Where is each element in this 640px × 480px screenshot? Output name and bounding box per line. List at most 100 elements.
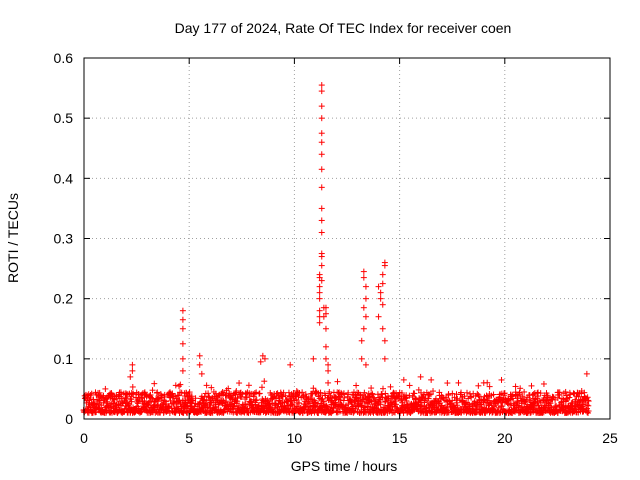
baseline-point [230, 403, 237, 410]
baseline-point [223, 398, 230, 405]
roti-point [322, 343, 329, 350]
baseline-point [449, 390, 456, 397]
baseline-point [454, 402, 461, 409]
baseline-point [406, 392, 413, 399]
baseline-point [198, 393, 205, 400]
roti-point [379, 280, 386, 287]
baseline-point [514, 399, 521, 406]
data-points [80, 82, 592, 416]
baseline-point [203, 404, 210, 411]
baseline-point [553, 402, 560, 409]
baseline-point [369, 391, 376, 398]
baseline-point [253, 396, 260, 403]
baseline-point [347, 396, 354, 403]
baseline-point [208, 384, 215, 391]
baseline-point [406, 382, 413, 389]
plot-frame [83, 57, 611, 420]
baseline-point [176, 383, 183, 390]
roti-point [362, 295, 369, 302]
baseline-point [368, 385, 375, 392]
baseline-point [200, 397, 207, 404]
baseline-point [418, 397, 425, 404]
baseline-point [232, 389, 239, 396]
baseline-point [261, 378, 268, 385]
y-tick-label: 0.3 [54, 231, 74, 247]
baseline-point [307, 395, 314, 402]
chart-title: Day 177 of 2024, Rate Of TEC Index for r… [175, 20, 512, 36]
roti-point [179, 316, 186, 323]
baseline-point [367, 397, 374, 404]
baseline-point [348, 397, 355, 404]
baseline-point [205, 393, 212, 400]
baseline-point [172, 382, 179, 389]
roti-point [318, 277, 325, 284]
baseline-point [212, 403, 219, 410]
baseline-point [107, 404, 114, 411]
baseline-point [88, 390, 95, 397]
baseline-point [317, 389, 324, 396]
roti-point [318, 103, 325, 110]
baseline-point [235, 402, 242, 409]
baseline-point [203, 396, 210, 403]
roti-point [362, 313, 369, 320]
roti-point [318, 166, 325, 173]
x-axis-label: GPS time / hours [291, 458, 398, 474]
roti-point [316, 283, 323, 290]
roti-point [316, 289, 323, 296]
baseline-point [585, 398, 592, 405]
baseline-point [147, 391, 154, 398]
baseline-point [381, 399, 388, 406]
roti-point [316, 295, 323, 302]
baseline-point [96, 389, 103, 396]
baseline-point [392, 401, 399, 408]
roti-point [379, 271, 386, 278]
baseline-point [169, 390, 176, 397]
roti-point [381, 337, 388, 344]
roti-point [310, 355, 317, 362]
baseline-point [243, 394, 250, 401]
baseline-point [296, 390, 303, 397]
roti-point [179, 307, 186, 314]
baseline-point [411, 390, 418, 397]
baseline-point [444, 380, 451, 387]
baseline-point [395, 392, 402, 399]
baseline-point [203, 382, 210, 389]
y-tick-label: 0.6 [54, 50, 74, 66]
baseline-point [458, 389, 465, 396]
roti-point [318, 262, 325, 269]
roti-point [375, 313, 382, 320]
baseline-point [585, 408, 592, 415]
baseline-point [584, 394, 591, 401]
baseline-point [149, 387, 156, 394]
roti-point [318, 151, 325, 158]
baseline-point [234, 395, 241, 402]
baseline-point [287, 398, 294, 405]
baseline-point [299, 389, 306, 396]
baseline-point [340, 397, 347, 404]
baseline-point [166, 409, 173, 416]
roti-point [360, 304, 367, 311]
roti-point [129, 367, 136, 374]
baseline-point [550, 394, 557, 401]
roti-point [322, 325, 329, 332]
baseline-point [532, 406, 539, 413]
baseline-point [196, 400, 203, 407]
roti-point [318, 139, 325, 146]
baseline-point [544, 392, 551, 399]
roti-point [196, 361, 203, 368]
baseline-point [274, 390, 281, 397]
baseline-point [87, 392, 94, 399]
baseline-point [358, 402, 365, 409]
baseline-point [521, 398, 528, 405]
roti-point [318, 184, 325, 191]
baseline-point [361, 389, 368, 396]
baseline-point [403, 397, 410, 404]
roti-point [358, 355, 365, 362]
baseline-point [151, 380, 158, 387]
roti-point [322, 310, 329, 317]
roti-point [400, 376, 407, 383]
baseline-point [355, 397, 362, 404]
baseline-point [409, 394, 416, 401]
baseline-point [454, 395, 461, 402]
roti-point [318, 253, 325, 260]
